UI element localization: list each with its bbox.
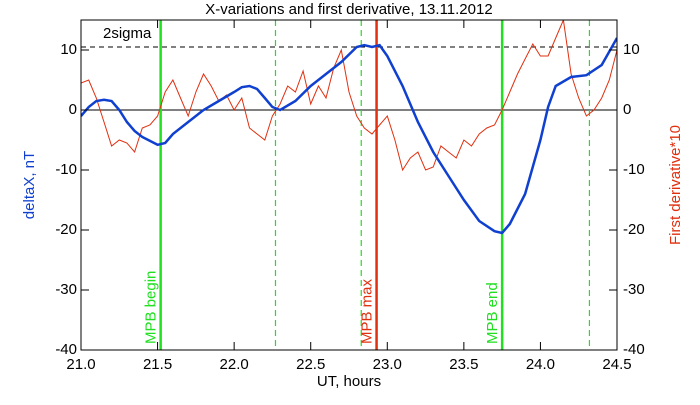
x-tick-label: 24.0 [526, 356, 555, 373]
data-line [81, 20, 617, 172]
x-tick-label: 23.0 [373, 356, 402, 373]
event-label: MPB max [359, 278, 376, 344]
event-label: MPB begin [143, 271, 160, 344]
x-tick-label: 21.5 [143, 356, 172, 373]
x-tick-label: 22.5 [296, 356, 325, 373]
y2-axis-title: First derivative*10 [667, 125, 684, 245]
y2-tick-label: -10 [623, 161, 645, 178]
y2-tick-label: -20 [623, 221, 645, 238]
y-tick-label: -20 [55, 221, 77, 238]
reference-label: 2sigma [103, 25, 152, 42]
x-tick-label: 23.5 [449, 356, 478, 373]
y-tick-label: -10 [55, 161, 77, 178]
plot-area [81, 20, 617, 350]
y-tick-label: 10 [60, 41, 77, 58]
x-tick-label: 22.0 [220, 356, 249, 373]
event-label: MPB end [484, 282, 501, 344]
chart-title: X-variations and first derivative, 13.11… [205, 1, 492, 18]
y2-tick-label: 10 [623, 41, 640, 58]
x-axis-title: UT, hours [317, 373, 381, 390]
y2-tick-label: -30 [623, 281, 645, 298]
y2-tick-label: 0 [623, 101, 631, 118]
y-tick-label: 0 [69, 101, 77, 118]
y-tick-label: -40 [55, 341, 77, 358]
data-line [81, 37, 617, 235]
plot-frame [80, 19, 618, 351]
y2-tick-label: -40 [623, 341, 645, 358]
y-axis-title: deltaX, nT [21, 151, 38, 219]
y-tick-label: -30 [55, 281, 77, 298]
x-tick-label: 24.5 [602, 356, 631, 373]
x-tick-label: 21.0 [66, 356, 95, 373]
